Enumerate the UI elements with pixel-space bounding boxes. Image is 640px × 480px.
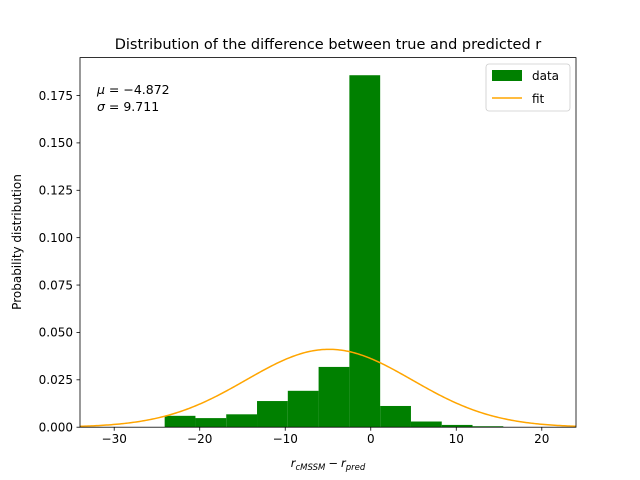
- y-axis-ticks: 0.000 0.025 0.050 0.075 0.100 0.125 0.150 0.175: [39, 89, 80, 435]
- chart-title: Distribution of the difference between t…: [115, 37, 542, 53]
- histogram-bar: [472, 426, 504, 428]
- x-tick-label: −10: [273, 432, 298, 446]
- sigma-value: = 9.711: [105, 99, 159, 114]
- fit-curve: [79, 348, 577, 428]
- x-tick-label: 20: [534, 432, 549, 446]
- fit-line: [79, 348, 577, 428]
- y-tick-label: 0.175: [39, 89, 73, 103]
- histogram-bars: [164, 75, 504, 428]
- histogram-bar: [349, 75, 381, 428]
- legend: data fit: [485, 63, 571, 112]
- histogram-bar: [164, 415, 196, 428]
- x-label-base: r: [291, 456, 297, 470]
- histogram-bar: [318, 366, 350, 428]
- x-label-sub-cmssm: cMSSM: [296, 463, 326, 473]
- x-axis-label: rcMSSM − rpred: [291, 456, 366, 473]
- y-tick-label: 0.125: [39, 184, 73, 198]
- mu-value: = −4.872: [105, 82, 170, 97]
- plot-frame: [79, 57, 577, 428]
- x-tick-label: −20: [187, 432, 212, 446]
- x-tick-label: −30: [102, 432, 127, 446]
- histogram-bar: [410, 421, 442, 428]
- sigma-symbol: σ: [97, 99, 106, 114]
- histogram-bar: [195, 418, 227, 428]
- histogram-bar: [226, 414, 258, 428]
- legend-data-swatch: [492, 70, 522, 81]
- x-label-sub-pred: pred: [345, 463, 366, 473]
- y-tick-label: 0.075: [39, 278, 73, 292]
- y-tick-label: 0.100: [39, 231, 73, 245]
- x-axis-ticks: −30 −20 −10 0 10 20: [102, 427, 549, 446]
- mu-symbol: μ: [96, 82, 105, 97]
- x-label-minus: −: [328, 456, 338, 470]
- histogram-bar: [257, 401, 288, 428]
- y-tick-label: 0.150: [39, 136, 73, 150]
- x-tick-label: 0: [367, 432, 375, 446]
- histogram-bar: [380, 405, 411, 428]
- histogram-bar: [287, 390, 319, 428]
- y-axis-label: Probability distribution: [10, 174, 24, 310]
- legend-data-label: data: [532, 69, 559, 83]
- y-tick-label: 0.050: [39, 326, 73, 340]
- y-tick-label: 0.025: [39, 373, 73, 387]
- x-label-base2: r: [341, 456, 347, 470]
- mu-annotation: μ = −4.872: [96, 82, 170, 97]
- legend-fit-label: fit: [532, 92, 545, 106]
- y-tick-label: 0.000: [39, 421, 73, 435]
- stats-annotation: μ = −4.872 σ = 9.711: [96, 82, 170, 114]
- sigma-annotation: σ = 9.711: [97, 99, 159, 114]
- x-tick-label: 10: [449, 432, 464, 446]
- histogram-bar: [441, 424, 473, 428]
